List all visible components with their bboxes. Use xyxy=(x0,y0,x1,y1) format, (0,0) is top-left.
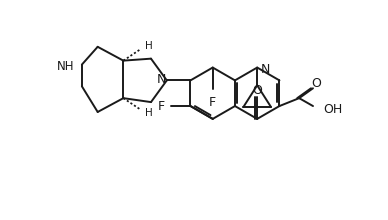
Text: N: N xyxy=(156,73,166,86)
Text: NH: NH xyxy=(57,60,74,73)
Text: F: F xyxy=(158,100,165,113)
Text: O: O xyxy=(252,84,262,97)
Text: H: H xyxy=(145,108,153,118)
Text: F: F xyxy=(209,96,216,109)
Text: OH: OH xyxy=(323,103,342,116)
Text: O: O xyxy=(311,77,321,90)
Text: N: N xyxy=(261,63,270,76)
Text: H: H xyxy=(145,41,153,51)
